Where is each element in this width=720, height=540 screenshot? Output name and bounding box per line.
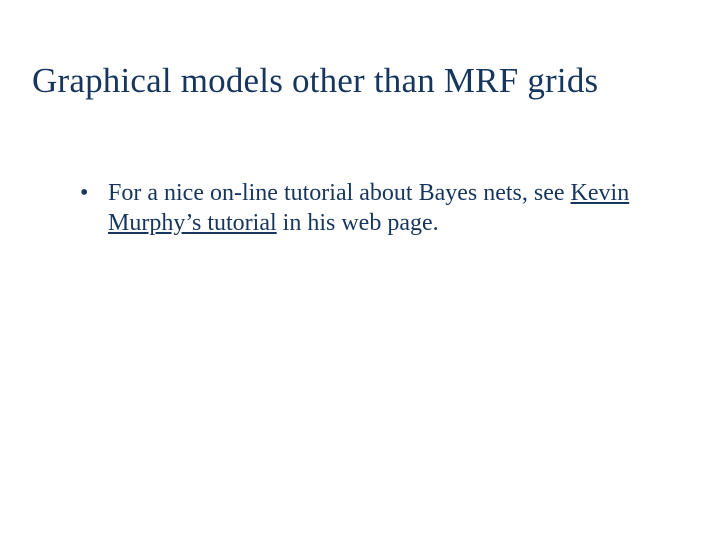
slide: Graphical models other than MRF grids Fo… <box>0 0 720 540</box>
bullet-list: For a nice on-line tutorial about Bayes … <box>72 178 652 238</box>
slide-body: For a nice on-line tutorial about Bayes … <box>72 178 652 252</box>
bullet-text-post: in his web page. <box>277 210 439 236</box>
bullet-text-pre: For a nice on-line tutorial about Bayes … <box>108 180 571 206</box>
slide-title: Graphical models other than MRF grids <box>32 60 692 102</box>
list-item: For a nice on-line tutorial about Bayes … <box>72 178 652 238</box>
